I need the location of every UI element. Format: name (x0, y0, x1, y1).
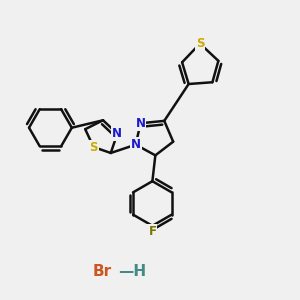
Text: S: S (89, 140, 98, 154)
Text: N: N (136, 117, 146, 130)
Text: N: N (112, 127, 122, 140)
Text: —H: —H (118, 264, 146, 279)
Text: S: S (196, 37, 204, 50)
Text: N: N (131, 138, 141, 151)
Text: F: F (148, 225, 156, 238)
Text: Br: Br (93, 264, 112, 279)
